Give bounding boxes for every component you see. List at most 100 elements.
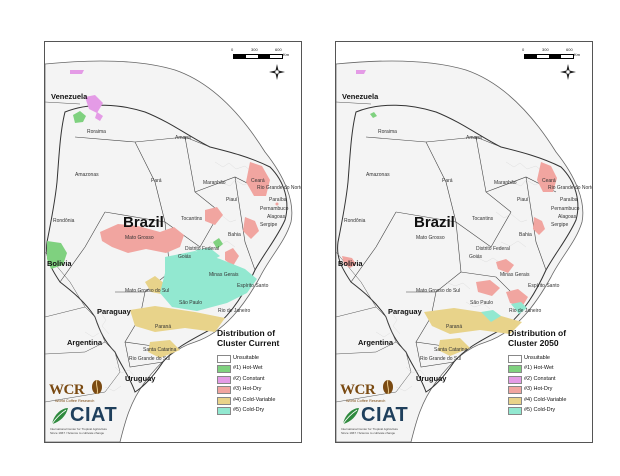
label-roraima: Roraima (87, 129, 106, 135)
label-rio-grande-norte: Rio Grande do Norte (257, 185, 302, 191)
label-mato-grosso-sul: Mato Grosso do Sul (416, 288, 461, 294)
label-venezuela: Venezuela (51, 92, 88, 101)
compass-rose-icon (560, 64, 576, 80)
legend-item-hot-dry: #3) Hot-Dry (508, 385, 588, 394)
scale-tick-0: 0 (231, 47, 234, 52)
map-2050 (336, 60, 584, 442)
label-santa-catarina: Santa Catarina (434, 347, 468, 353)
label-maranhao: Maranhão (494, 180, 517, 186)
label-amazonas: Amazonas (366, 172, 390, 178)
wcr-logo: WCR World Coffee Research (340, 378, 400, 406)
label-argentina: Argentina (358, 338, 394, 347)
legend-item-hot-dry: #3) Hot-Dry (217, 385, 297, 394)
label-brazil: Brazil (414, 214, 455, 231)
label-mato-grosso: Mato Grosso (125, 235, 154, 241)
leaf-icon (51, 408, 68, 425)
scale-tick-300: 300 (251, 47, 258, 52)
label-distrito-federal: Distrito Federal (185, 246, 219, 252)
label-amazonas: Amazonas (75, 172, 99, 178)
label-goias: Goiás (178, 254, 192, 260)
scale-unit: Km (283, 52, 289, 57)
brazil-border (337, 104, 579, 393)
scale-tick-0: 0 (522, 47, 525, 52)
label-alagoas: Alagoas (558, 214, 577, 220)
legend-title-line2: Cluster 2050 (508, 338, 559, 348)
legend-item-constant: #2) Constant (217, 375, 297, 384)
label-espirito-santo: Espírito Santo (237, 283, 269, 289)
label-santa-catarina: Santa Catarina (143, 347, 177, 353)
coffee-bean-icon (383, 379, 393, 395)
label-brazil: Brazil (123, 214, 164, 231)
label-mato-grosso: Mato Grosso (416, 235, 445, 241)
legend-item-cold-dry: #5) Cold-Dry (217, 406, 297, 415)
scale-unit: Km (574, 52, 580, 57)
legend-item-unsuitable: Unsuitable (217, 354, 297, 363)
clusters-2050 (342, 70, 557, 356)
label-rondonia: Rondônia (53, 218, 75, 224)
map-panel-2050: Venezuela Roraima Amapa Amazonas Pará Ma… (335, 41, 593, 443)
label-bahia: Bahia (519, 232, 532, 238)
label-ceara: Ceará (542, 178, 556, 184)
compass-rose-icon (269, 64, 285, 80)
label-minas-gerais: Minas Gerais (209, 272, 239, 278)
label-para: Pará (442, 178, 453, 184)
label-piaui: Piauí (517, 197, 529, 203)
scale-bar: 0 300 600 Km (522, 47, 582, 65)
scale-tick-600: 600 (566, 47, 573, 52)
label-para: Pará (151, 178, 162, 184)
legend-title-line1: Distribution of (217, 328, 276, 338)
map-current (45, 60, 293, 442)
legend-item-constant: #2) Constant (508, 375, 588, 384)
legend-item-hot-wet: #1) Hot-Wet (508, 364, 588, 373)
label-argentina: Argentina (67, 338, 103, 347)
label-pernambuco: Pernambuco (260, 206, 289, 212)
label-bahia: Bahia (228, 232, 241, 238)
label-tocantins: Tocantins (472, 216, 494, 222)
wcr-logo: WCR World Coffee Research (49, 378, 109, 406)
legend-item-cold-variable: #4) Cold-Variable (217, 396, 297, 405)
label-tocantins: Tocantins (181, 216, 203, 222)
label-maranhao: Maranhão (203, 180, 226, 186)
map-panel-current: Venezuela Roraima Amapa Amazonas Pará Ma… (44, 41, 302, 443)
legend-current: Distribution of Cluster Current Unsuitab… (217, 328, 297, 415)
label-amapa: Amapa (175, 135, 191, 141)
label-bolivia: Bolivia (47, 259, 72, 268)
label-pernambuco: Pernambuco (551, 206, 580, 212)
label-ceara: Ceará (251, 178, 265, 184)
label-rio-grande-sul: Rio Grande do Sul (420, 356, 462, 362)
label-paraguay: Paraguay (97, 307, 131, 316)
label-rondonia: Rondônia (344, 218, 366, 224)
label-bolivia: Bolivia (338, 259, 363, 268)
clusters-current (47, 70, 270, 358)
legend-item-unsuitable: Unsuitable (508, 354, 588, 363)
label-sergipe: Sergipe (260, 222, 278, 228)
legend-title-line1: Distribution of (508, 328, 567, 338)
label-venezuela: Venezuela (342, 92, 379, 101)
label-uruguay: Uruguay (416, 374, 447, 383)
legend-title-line2: Cluster Current (217, 338, 280, 348)
label-piaui: Piauí (226, 197, 238, 203)
label-rio-de-janeiro: Rio de Janeiro (218, 308, 251, 314)
brazil-border (46, 104, 288, 393)
south-america-land (336, 60, 584, 442)
legend-item-cold-variable: #4) Cold-Variable (508, 396, 588, 405)
label-parana: Paraná (446, 324, 463, 330)
label-rio-de-janeiro: Rio de Janeiro (509, 308, 542, 314)
label-rio-grande-norte: Rio Grande do Norte (548, 185, 593, 191)
label-paraiba: Paraíba (269, 197, 287, 203)
scale-tick-600: 600 (275, 47, 282, 52)
label-uruguay: Uruguay (125, 374, 156, 383)
label-paraguay: Paraguay (388, 307, 422, 316)
label-parana: Paraná (155, 324, 172, 330)
scale-bar: 0 300 600 Km (231, 47, 291, 65)
label-rio-grande-sul: Rio Grande do Sul (129, 356, 171, 362)
label-minas-gerais: Minas Gerais (500, 272, 530, 278)
label-sao-paulo: São Paulo (179, 300, 203, 306)
label-sao-paulo: São Paulo (470, 300, 494, 306)
label-goias: Goiás (469, 254, 483, 260)
scale-tick-300: 300 (542, 47, 549, 52)
ciat-logo: CIAT International Center for Tropical A… (341, 404, 409, 435)
label-sergipe: Sergipe (551, 222, 569, 228)
coffee-bean-icon (92, 379, 102, 395)
legend-item-cold-dry: #5) Cold-Dry (508, 406, 588, 415)
